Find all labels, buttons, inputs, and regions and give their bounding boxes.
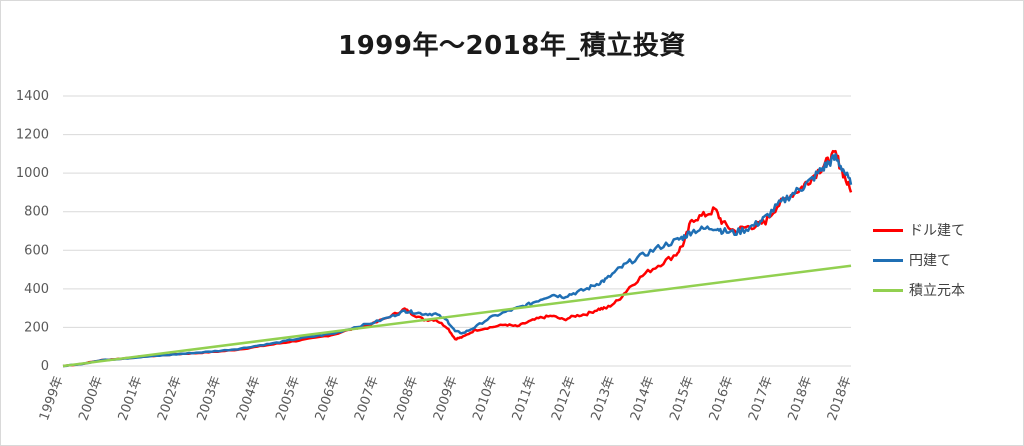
y-tick-label: 600	[24, 243, 49, 258]
y-tick-label: 1400	[16, 89, 49, 104]
legend-label-dollar: ドル建て	[909, 223, 965, 239]
x-tick-label: 2018年	[785, 374, 815, 422]
y-tick-labels: 0 200 400 600 800 1000 1200 1400	[16, 89, 49, 374]
x-tick-labels: 1999年 2000年 2001年 2002年 2003年 2004年 2005年 2006年…	[37, 374, 855, 422]
y-tick-label: 800	[24, 205, 49, 220]
legend-swatch-yen	[873, 258, 903, 262]
legend-swatch-dollar	[873, 228, 903, 232]
y-tick-label: 400	[24, 282, 49, 297]
y-tick-label: 1000	[16, 166, 49, 181]
x-tick-label: 2018年	[825, 374, 855, 422]
x-tick-label: 2011年	[510, 374, 540, 422]
legend-item-yen: 円建て	[873, 245, 965, 275]
legend: ドル建て 円建て 積立元本	[873, 215, 965, 305]
legend-label-yen: 円建て	[909, 253, 951, 269]
series-lines	[62, 149, 853, 368]
series-line-dollar	[62, 149, 853, 368]
y-tick-label: 200	[24, 320, 49, 335]
x-tick-label: 2002年	[155, 374, 185, 422]
y-tick-label: 1200	[16, 128, 49, 143]
x-tick-label: 2001年	[116, 374, 146, 422]
x-tick-label: 2009年	[431, 374, 461, 422]
x-tick-label: 2000年	[76, 374, 106, 422]
chart-title: 1999年～2018年_積立投資	[338, 31, 686, 61]
x-tick-label: 2004年	[234, 374, 264, 422]
series-line-principal	[62, 264, 852, 368]
x-tick-label: 2008年	[391, 374, 421, 422]
x-tick-label: 2007年	[352, 374, 382, 422]
legend-label-principal: 積立元本	[909, 283, 965, 299]
legend-swatch-principal	[873, 288, 903, 292]
legend-item-dollar: ドル建て	[873, 215, 965, 245]
series-line-yen	[62, 153, 853, 368]
x-tick-label: 2017年	[746, 374, 776, 422]
x-tick-label: 2013年	[588, 374, 618, 422]
x-tick-label: 2003年	[194, 374, 224, 422]
x-tick-label: 2006年	[313, 374, 343, 422]
x-tick-label: 2016年	[707, 374, 737, 422]
y-tick-label: 0	[41, 359, 49, 374]
x-tick-label: 2005年	[273, 374, 303, 422]
x-tick-label: 2015年	[667, 374, 697, 422]
legend-item-principal: 積立元本	[873, 275, 965, 305]
x-tick-label: 2012年	[549, 374, 579, 422]
x-tick-label: 1999年	[37, 374, 67, 422]
grid-lines	[63, 95, 851, 367]
x-tick-label: 2014年	[628, 374, 658, 422]
x-tick-label: 2010年	[470, 374, 500, 422]
